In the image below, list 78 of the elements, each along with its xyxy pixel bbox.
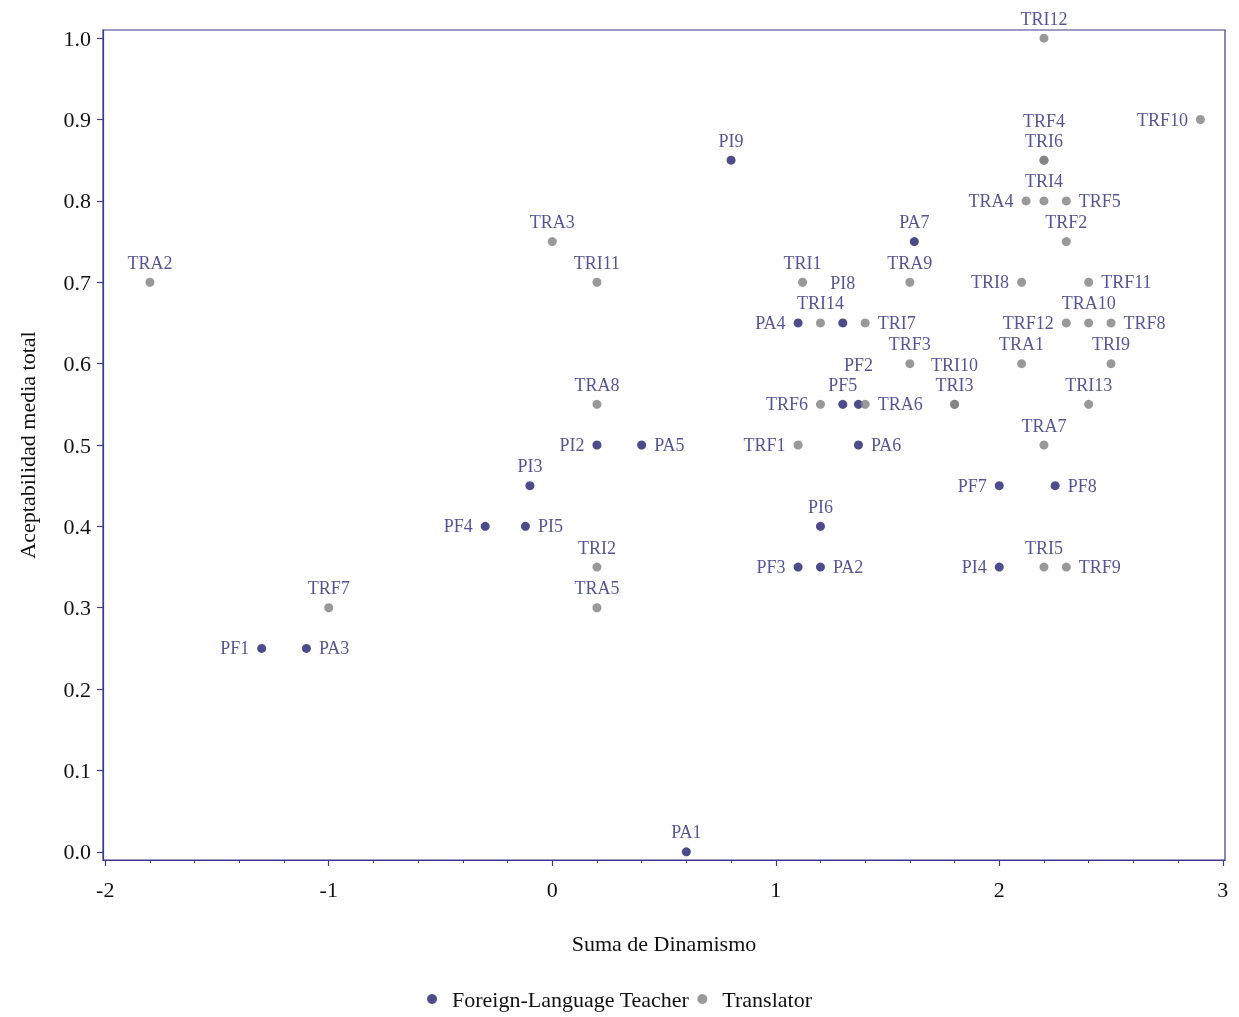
x-tick-label: 1	[770, 876, 782, 902]
x-tick-label: -2	[96, 876, 115, 902]
data-label: TRA7	[1021, 415, 1067, 436]
data-label: TRI8	[971, 272, 1010, 293]
data-label: TRA2	[127, 252, 173, 273]
data-label: TRF12	[1002, 312, 1054, 333]
data-label: TRI11	[573, 252, 621, 273]
data-label: PA2	[832, 557, 864, 578]
data-label: TRI5	[1024, 537, 1063, 558]
data-label: PI6	[807, 496, 833, 517]
x-tick-label: -1	[319, 876, 338, 902]
y-tick-label: 0.3	[63, 595, 91, 621]
data-label: TRF9	[1078, 557, 1121, 578]
data-label: PA1	[671, 822, 702, 843]
data-label: TRF3	[888, 334, 931, 355]
data-label: PF3	[756, 557, 786, 578]
data-label: TRI9	[1092, 334, 1131, 355]
y-tick-label: 0.2	[63, 676, 91, 702]
data-label: PA4	[755, 312, 786, 333]
data-label: PI8	[830, 273, 856, 294]
y-tick-label: 0.8	[63, 188, 91, 214]
data-label: TRI13	[1065, 374, 1113, 395]
data-label: TRA4	[968, 190, 1014, 211]
data-label: TRI7	[877, 312, 916, 333]
data-label: TRF4	[1022, 110, 1065, 131]
legend-label: Foreign-Language Teacher	[452, 986, 690, 1012]
y-tick-label: 0.4	[63, 513, 91, 539]
y-tick-label: 1.0	[63, 25, 91, 51]
data-label: TRF6	[765, 394, 808, 415]
data-label: TRI10	[931, 354, 979, 375]
x-tick-label: 2	[993, 876, 1005, 902]
y-tick-label: 0.5	[63, 432, 91, 458]
data-label: PA7	[899, 212, 930, 233]
data-label: TRA6	[877, 394, 923, 415]
data-label: PF7	[957, 475, 987, 496]
data-label: TRA1	[999, 334, 1045, 355]
data-label: TRF2	[1045, 212, 1088, 233]
x-tick-label: 0	[546, 876, 558, 902]
data-label: PF4	[443, 516, 473, 537]
data-label: TRF7	[307, 578, 350, 599]
data-label: TRI1	[783, 252, 822, 273]
data-label: TRA3	[529, 212, 575, 233]
y-tick-label: 0.9	[63, 107, 91, 133]
data-label: TRF10	[1136, 109, 1188, 130]
data-label: TRI14	[796, 293, 844, 314]
data-label: TRI2	[577, 537, 616, 558]
data-label: TRF1	[743, 435, 786, 455]
data-label: PF5	[828, 374, 858, 395]
data-label: TRA9	[887, 252, 933, 273]
data-label: PI3	[517, 456, 543, 477]
data-label: TRF5	[1078, 190, 1121, 211]
data-label: PI4	[961, 557, 987, 578]
data-label: TRI6	[1024, 130, 1063, 151]
data-label: PA5	[654, 435, 685, 455]
x-tick-label: 3	[1217, 876, 1229, 902]
data-label: TRA5	[574, 578, 620, 599]
data-label: PF2	[843, 354, 873, 375]
y-axis-title: Aceptabilidad media total	[14, 331, 40, 559]
data-label: PA3	[318, 638, 350, 659]
data-label: PI9	[718, 130, 744, 151]
y-tick-label: 0.0	[63, 839, 91, 865]
data-label: TRA10	[1061, 293, 1116, 314]
y-tick-label: 0.1	[63, 757, 91, 783]
data-label: PF8	[1067, 475, 1097, 496]
x-axis-title: Suma de Dinamismo	[571, 930, 757, 956]
data-label: PI2	[559, 435, 585, 455]
y-tick-label: 0.6	[63, 351, 91, 377]
y-tick-label: 0.7	[63, 269, 91, 295]
data-label: PA6	[870, 435, 902, 455]
data-label: TRF8	[1123, 312, 1166, 333]
legend-label: Translator	[722, 986, 813, 1012]
data-label: TRI4	[1024, 171, 1063, 192]
data-label: TRI3	[935, 374, 974, 395]
data-label: TRF11	[1101, 272, 1152, 293]
data-label: PF1	[220, 638, 250, 659]
data-label: TRI12	[1020, 8, 1068, 29]
data-label: TRA8	[574, 374, 620, 395]
data-label: PI5	[537, 516, 563, 537]
